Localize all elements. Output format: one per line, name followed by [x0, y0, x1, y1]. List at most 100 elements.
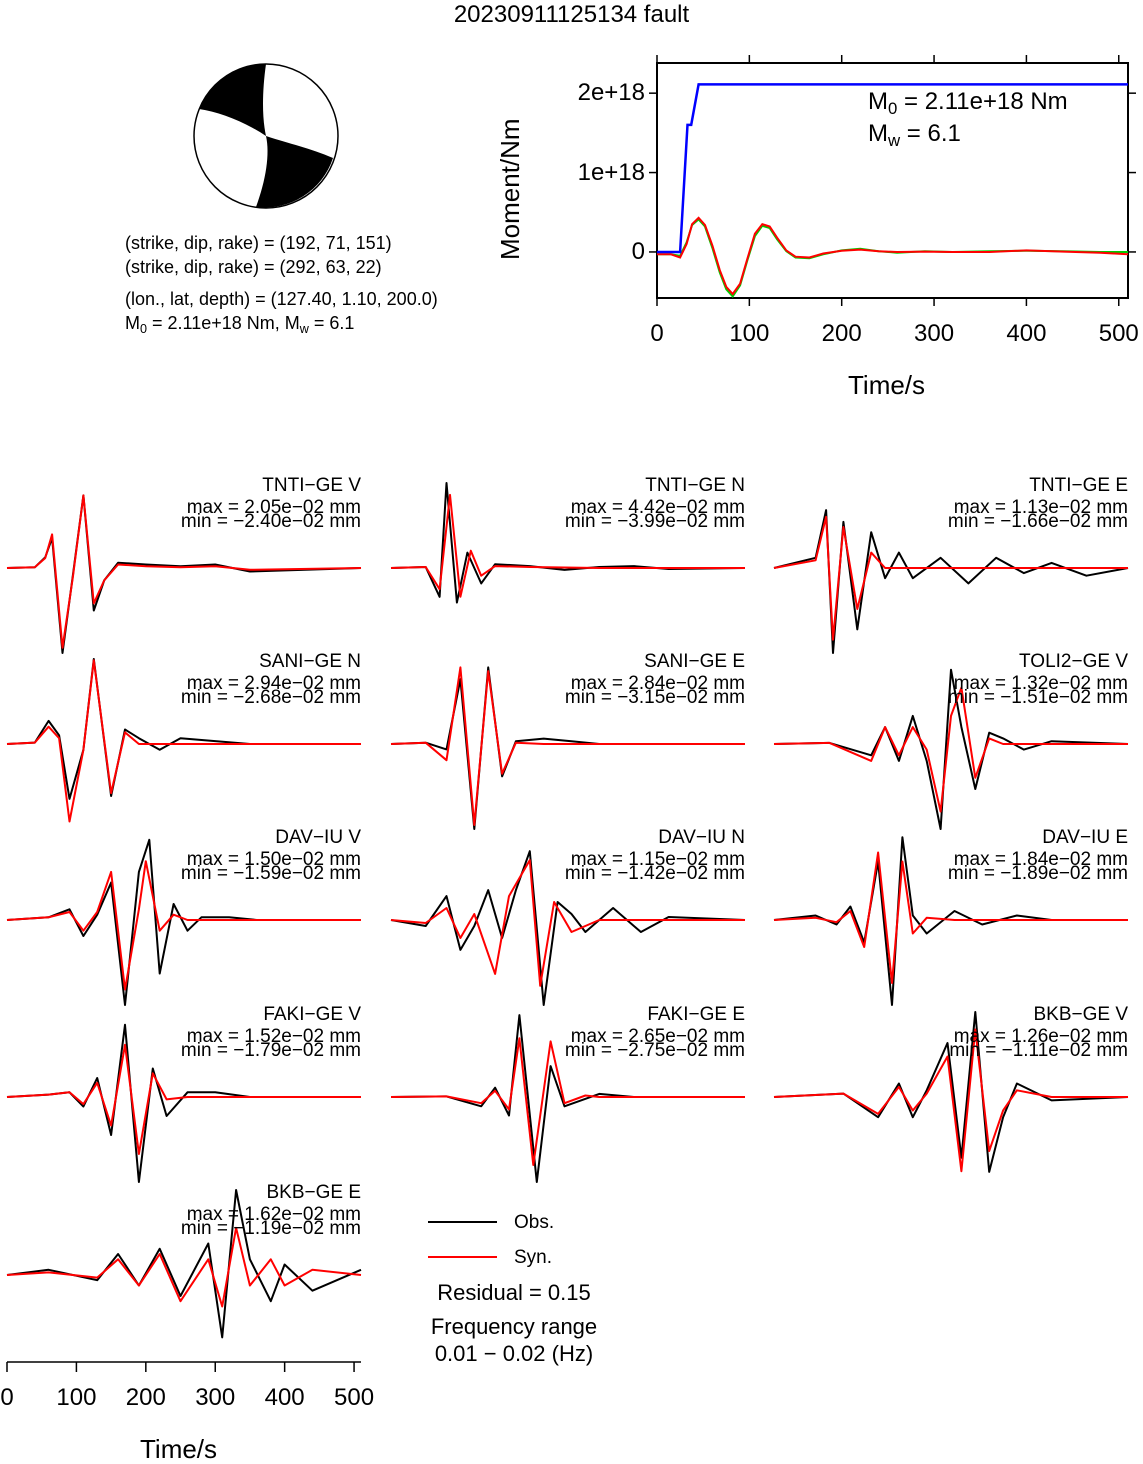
moment-rate-green-line — [657, 218, 1128, 299]
station-max: max = 1.26e−02 mm — [953, 1026, 1128, 1047]
synthetic-waveform — [6, 659, 361, 823]
station-panel — [6, 1189, 362, 1339]
synthetic-waveform — [773, 515, 1128, 641]
synthetic-waveform — [390, 493, 745, 598]
station-name: SANI−GE N — [259, 651, 361, 672]
station-name: TNTI−GE N — [645, 475, 745, 496]
moment-xlabel: Time/s — [848, 370, 926, 400]
station-min: min = −1.42e−02 mm — [564, 863, 745, 884]
synthetic-waveform — [390, 666, 745, 826]
station-min: min = −2.68e−02 mm — [180, 687, 361, 708]
synthetic-waveform — [390, 1037, 745, 1166]
time-axis-tick-label: 0 — [0, 1384, 14, 1411]
station-panel — [6, 838, 361, 1006]
station-min: min = −1.19e−02 mm — [180, 1218, 361, 1239]
cumulative-moment-line — [657, 83, 1128, 254]
station-min: min = −1.11e−02 mm — [949, 1040, 1128, 1061]
moment-ytick-label: 0 — [631, 237, 645, 265]
synthetic-waveform — [390, 859, 745, 987]
station-min: min = −1.51e−02 mm — [947, 687, 1128, 708]
waveform-xlabel: Time/s — [140, 1434, 218, 1464]
event-location: (lon., lat, depth) = (127.40, 1.10, 200.… — [125, 289, 438, 309]
nodal-plane-2: (strike, dip, rake) = (292, 63, 22) — [125, 257, 382, 277]
station-min: min = −2.40e−02 mm — [180, 511, 361, 532]
waveform-panels — [6, 482, 1129, 1339]
station-min: min = −1.66e−02 mm — [947, 511, 1128, 532]
synthetic-waveform — [6, 1043, 361, 1155]
station-max: max = 1.62e−02 mm — [186, 1204, 361, 1225]
station-max: max = 2.94e−02 mm — [186, 673, 361, 694]
station-name: BKB−GE E — [266, 1182, 361, 1203]
nodal-plane-1: (strike, dip, rake) = (192, 71, 151) — [125, 233, 392, 253]
moment-xtick-label: 500 — [1098, 320, 1139, 347]
station-name: TNTI−GE V — [262, 475, 361, 496]
station-min: min = −3.15e−02 mm — [564, 687, 745, 708]
station-max: max = 1.32e−02 mm — [953, 673, 1128, 694]
observed-waveform — [6, 658, 361, 800]
station-panel — [773, 509, 1129, 654]
station-panel — [390, 1014, 745, 1183]
moment-plot-lines — [657, 83, 1129, 299]
moment-xtick-label: 200 — [821, 320, 862, 347]
moment-ytick-label: 2e+18 — [577, 79, 645, 107]
station-name: DAV−IU E — [1042, 827, 1128, 848]
observed-waveform — [773, 1011, 1129, 1173]
moment-ylabel: Moment/Nm — [495, 118, 525, 260]
moment-xtick-label: 0 — [650, 320, 664, 347]
station-panel — [6, 494, 362, 654]
station-panel — [6, 1023, 361, 1183]
station-max: max = 1.50e−02 mm — [186, 849, 361, 870]
moment-annotation-m0: M0 = 2.11e+18 Nm — [868, 88, 1068, 119]
time-axis-tick-label: 500 — [334, 1384, 375, 1411]
station-max: max = 1.15e−02 mm — [570, 849, 745, 870]
station-min: min = −2.75e−02 mm — [564, 1040, 745, 1061]
station-max: max = 2.65e−02 mm — [570, 1026, 745, 1047]
moment-plot-frame — [656, 62, 1129, 299]
moment-plot-axes — [649, 55, 1136, 306]
station-name: DAV−IU V — [275, 827, 361, 848]
station-name: TOLI2−GE V — [1019, 651, 1128, 672]
moment-rate-red-line — [657, 216, 1129, 296]
station-max: max = 1.52e−02 mm — [186, 1026, 361, 1047]
station-name: TNTI−GE E — [1029, 475, 1128, 496]
time-axis-tick-label: 100 — [56, 1384, 97, 1411]
moment-xtick-label: 100 — [729, 320, 770, 347]
station-min: min = −1.79e−02 mm — [180, 1040, 361, 1061]
time-axis-tick-label: 300 — [195, 1384, 236, 1411]
time-axis-tick-label: 400 — [264, 1384, 305, 1411]
station-panel — [390, 666, 745, 830]
station-panel — [390, 482, 746, 604]
legend-syn-label: Syn. — [514, 1247, 553, 1268]
station-max: max = 2.84e−02 mm — [570, 673, 745, 694]
station-panel — [773, 1011, 1129, 1173]
synthetic-waveform — [6, 494, 362, 649]
observed-waveform — [390, 850, 746, 1006]
figure-title: 20230911125134 fault — [453, 1, 690, 28]
station-panel — [773, 668, 1129, 830]
station-name: DAV−IU N — [658, 827, 745, 848]
station-min: min = −3.99e−02 mm — [564, 511, 745, 532]
station-panel — [390, 850, 746, 1006]
synthetic-waveform — [773, 686, 1128, 813]
residual-label: Residual = 0.15 — [437, 1280, 591, 1305]
station-name: FAKI−GE V — [263, 1004, 361, 1025]
station-max: max = 1.13e−02 mm — [953, 497, 1128, 518]
station-panel — [6, 658, 361, 823]
station-name: BKB−GE V — [1033, 1004, 1128, 1025]
frequency-range-label: Frequency range — [430, 1314, 598, 1339]
station-name: SANI−GE E — [644, 651, 745, 672]
synthetic-waveform — [6, 860, 361, 991]
observed-waveform — [390, 1014, 745, 1183]
beachball-compressional-quadrant-1 — [199, 63, 266, 136]
moment-xtick-label: 400 — [1006, 320, 1047, 347]
moment-xtick-label: 300 — [914, 320, 955, 347]
station-max: max = 4.42e−02 mm — [570, 497, 745, 518]
moment-annotation-mw: Mw = 6.1 — [868, 120, 961, 151]
time-axis-tick-label: 200 — [125, 1384, 166, 1411]
station-max: max = 1.84e−02 mm — [953, 849, 1128, 870]
station-name: FAKI−GE E — [647, 1004, 745, 1025]
synthetic-waveform — [773, 1028, 1128, 1173]
moment-ytick-label: 1e+18 — [577, 158, 645, 186]
station-max: max = 2.05e−02 mm — [186, 497, 361, 518]
